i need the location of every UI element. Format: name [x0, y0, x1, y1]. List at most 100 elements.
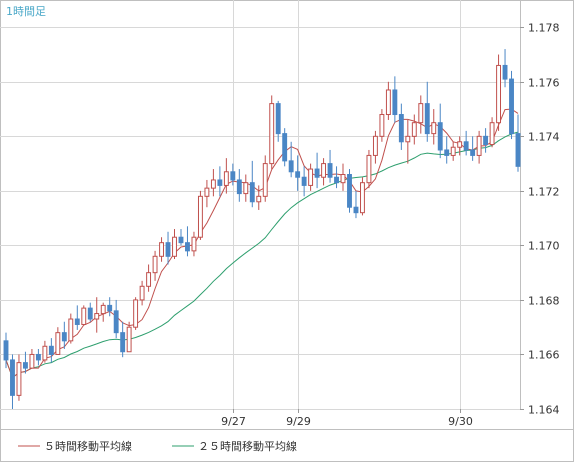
candle-body-up [418, 103, 424, 124]
y-tick-label: 1.170 [528, 240, 560, 253]
legend-label: ５時間移動平均線 [44, 439, 132, 453]
candle-body-up [411, 122, 417, 137]
candle-body-up [269, 103, 275, 165]
candle [321, 158, 327, 186]
candle-body-up [126, 326, 132, 353]
candle [42, 340, 48, 363]
candle [256, 185, 262, 210]
candle-body-up [159, 242, 164, 257]
candle-body-up [489, 122, 495, 146]
candle-body-down [113, 310, 119, 334]
candle [483, 128, 489, 153]
candle [249, 160, 255, 208]
candle [197, 190, 203, 240]
candle-body-down [353, 206, 359, 214]
candle [502, 49, 508, 88]
candle [107, 297, 113, 317]
candle-body-up [366, 154, 372, 184]
candle-body-down [35, 353, 41, 361]
candle [204, 179, 210, 208]
candles-layer [3, 49, 521, 409]
candle-body-up [210, 179, 216, 189]
candle-body-up [496, 64, 502, 124]
candle-body-down [398, 114, 404, 143]
candle [314, 152, 320, 189]
candle-body-down [87, 307, 93, 320]
legend-label: ２５時間移動平均線 [198, 439, 297, 453]
candle-body-down [483, 135, 489, 146]
candle-body-up [321, 163, 327, 178]
x-tick-label: 9/30 [448, 415, 473, 428]
candle [139, 280, 145, 306]
candle [372, 130, 378, 164]
candle-body-up [385, 89, 391, 116]
candle-body-up [431, 122, 437, 135]
candle-body-up [340, 174, 346, 184]
candle [282, 128, 288, 167]
candle-body-down [236, 179, 242, 195]
y-tick-label: 1.176 [528, 77, 560, 90]
candle [379, 109, 385, 142]
candle-body-down [327, 163, 333, 178]
candle [398, 103, 404, 150]
candle-body-down [10, 359, 15, 396]
candle [489, 117, 495, 148]
candle-body-down [424, 103, 430, 135]
candle-body-down [249, 182, 255, 203]
legend: ５時間移動平均線 ２５時間移動平均線 [18, 439, 297, 453]
candle [146, 264, 152, 292]
candle [470, 136, 476, 161]
candle [269, 95, 275, 170]
y-tick-label: 1.178 [528, 22, 560, 35]
candle [74, 305, 80, 330]
candle-body-up [29, 353, 35, 369]
candle [262, 155, 268, 202]
candle-body-up [405, 135, 411, 143]
candle-body-up [68, 318, 74, 342]
candle-body-up [457, 141, 463, 148]
candle [509, 70, 514, 140]
candle-body-down [74, 318, 80, 325]
candle-body-up [204, 187, 210, 197]
candle-body-down [48, 345, 54, 355]
candle-body-up [133, 299, 139, 328]
candle-body-up [197, 195, 203, 238]
candle [347, 169, 352, 213]
candle-body-down [334, 176, 339, 184]
candle-body-up [360, 182, 365, 214]
candle-body-up [308, 168, 314, 186]
y-tick-label: 1.166 [528, 349, 560, 362]
candle [120, 321, 126, 358]
candle-body-up [372, 135, 378, 156]
candle-body-up [256, 195, 262, 203]
candle [243, 174, 249, 202]
candle [444, 136, 450, 164]
y-tick-label: 1.172 [528, 186, 560, 199]
candle-body-down [515, 133, 521, 167]
candle [308, 163, 314, 191]
candle-body-down [392, 89, 398, 116]
candle [217, 166, 223, 197]
candle [152, 250, 158, 281]
candle [94, 297, 100, 333]
candle [185, 226, 190, 257]
candle [48, 338, 54, 363]
x-axis: 9/279/299/3010/1 [221, 409, 473, 428]
candle [385, 81, 391, 120]
candle-body-up [42, 345, 48, 361]
candle [165, 231, 171, 265]
candle [10, 354, 15, 409]
candle [424, 81, 430, 142]
candle-body-down [314, 168, 320, 178]
candle-body-down [444, 149, 450, 156]
candle-body-up [100, 304, 106, 315]
candle-body-down [22, 362, 28, 369]
candle [68, 313, 74, 344]
candle [411, 114, 417, 145]
grid-lines [0, 0, 520, 410]
candle [61, 321, 67, 350]
y-tick-label: 1.164 [528, 404, 560, 417]
